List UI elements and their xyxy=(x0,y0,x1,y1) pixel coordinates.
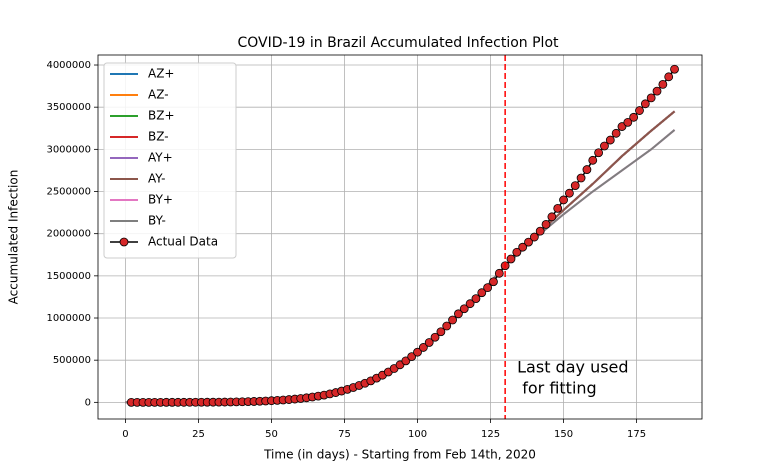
y-axis-label: Accumulated Infection xyxy=(7,170,21,305)
data-point xyxy=(640,99,650,109)
data-point xyxy=(454,309,463,319)
data-point xyxy=(512,247,522,257)
data-point xyxy=(436,327,446,337)
data-point xyxy=(489,277,498,287)
data-point xyxy=(407,352,417,362)
data-point xyxy=(635,106,644,115)
x-tick-label: 175 xyxy=(627,429,646,440)
data-point xyxy=(658,80,668,89)
data-point xyxy=(652,86,662,96)
data-point xyxy=(483,283,493,293)
data-point xyxy=(424,338,434,347)
y-tick-label: 1000000 xyxy=(46,313,91,324)
data-point xyxy=(465,299,475,309)
data-point xyxy=(477,288,487,298)
data-point xyxy=(535,226,545,236)
data-point xyxy=(518,242,528,252)
data-point xyxy=(553,203,563,213)
x-tick-label: 100 xyxy=(408,429,427,440)
data-point xyxy=(547,212,557,222)
legend-label: AY+ xyxy=(148,151,173,165)
y-tick-label: 2000000 xyxy=(46,229,91,240)
legend-label: BZ- xyxy=(148,130,169,144)
data-point xyxy=(570,181,580,191)
data-point xyxy=(664,72,674,82)
data-point xyxy=(494,268,504,278)
y-tick-label: 0 xyxy=(85,397,91,408)
y-tick-label: 1500000 xyxy=(46,271,91,282)
x-tick-label: 75 xyxy=(338,429,351,440)
data-point xyxy=(582,165,592,174)
data-point xyxy=(524,237,533,247)
x-axis-label: Time (in days) - Starting from Feb 14th,… xyxy=(263,448,536,462)
y-tick-label: 3500000 xyxy=(46,102,91,113)
data-point xyxy=(576,173,586,183)
annotation: Last day used xyxy=(517,358,628,377)
x-tick-label: 125 xyxy=(481,429,500,440)
data-point xyxy=(565,188,574,198)
data-point xyxy=(471,294,481,304)
data-point xyxy=(617,122,627,131)
data-point xyxy=(418,343,428,352)
chart-title: COVID-19 in Brazil Accumulated Infection… xyxy=(238,35,560,51)
data-point xyxy=(588,155,598,165)
data-point xyxy=(448,315,457,325)
data-point xyxy=(600,141,609,151)
legend-label: AZ- xyxy=(148,88,169,102)
data-point xyxy=(459,304,469,314)
y-tick-label: 500000 xyxy=(53,355,91,366)
legend-box xyxy=(103,62,237,259)
plot-frame xyxy=(97,54,703,420)
data-point xyxy=(413,347,422,357)
x-tick-label: 50 xyxy=(265,429,278,440)
x-tick-label: 0 xyxy=(122,429,128,440)
legend-label: BY+ xyxy=(148,193,173,207)
y-tick-label: 4000000 xyxy=(46,60,91,71)
x-tick-label: 150 xyxy=(554,429,573,440)
data-point xyxy=(670,64,679,74)
data-point xyxy=(623,117,633,127)
legend-label: BY- xyxy=(148,214,166,228)
data-point xyxy=(442,321,452,331)
data-point xyxy=(646,93,656,103)
annotation: for fitting xyxy=(517,379,597,398)
y-tick-label: 3000000 xyxy=(46,144,91,155)
y-tick-label: 2500000 xyxy=(46,187,91,198)
legend-label: Actual Data xyxy=(148,235,218,249)
data-point xyxy=(506,254,516,264)
data-point xyxy=(559,195,568,205)
legend-marker xyxy=(119,237,129,247)
legend-label: AY- xyxy=(148,172,166,186)
data-point xyxy=(430,332,440,342)
data-point xyxy=(529,232,539,242)
data-point xyxy=(629,112,639,122)
data-point xyxy=(605,135,615,145)
data-point xyxy=(594,148,604,158)
legend-label: AZ+ xyxy=(148,67,174,81)
legend-label: BZ+ xyxy=(148,109,175,123)
data-point xyxy=(401,356,411,366)
data-point xyxy=(541,220,551,229)
data-point xyxy=(611,128,621,138)
x-tick-label: 25 xyxy=(192,429,205,440)
